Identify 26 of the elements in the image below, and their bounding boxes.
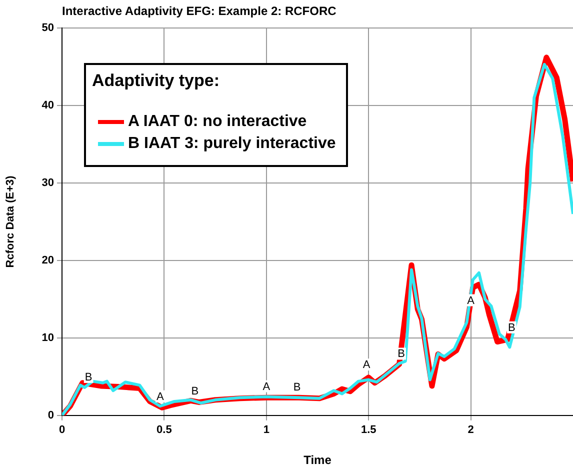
x-tick-label: 0.5	[156, 424, 172, 436]
x-tick-label: 0	[58, 424, 66, 436]
x-tick-label: 1	[263, 424, 270, 436]
x-tick-label: 2	[468, 424, 474, 436]
chart-title: Interactive Adaptivity EFG: Example 2: RCFORC	[62, 4, 336, 18]
annotation: B	[508, 322, 516, 334]
annotation: B	[293, 382, 301, 394]
annotation: A	[262, 380, 271, 393]
annotation: B	[191, 385, 199, 398]
annotation: A	[362, 359, 371, 372]
y-tick-label: 0	[48, 409, 54, 422]
legend-label: B IAAT 3: purely interactive	[128, 135, 336, 152]
annotation: B	[84, 371, 92, 384]
annotation: A	[156, 390, 164, 403]
y-tick-label: 30	[42, 176, 54, 189]
annotation: B	[398, 348, 405, 360]
x-tick-label: 1.5	[360, 424, 376, 436]
y-tick-label: 20	[42, 254, 54, 266]
legend-label: A IAAT 0: no interactive	[128, 113, 307, 130]
y-tick-label: 40	[42, 100, 54, 112]
x-axis-title: Time	[304, 453, 332, 468]
y-axis-title: Rcforc Data (E+3)	[4, 175, 17, 268]
y-tick-label: 10	[42, 332, 54, 344]
legend-title: Adaptivity type:	[92, 71, 221, 91]
y-tick-label: 50	[42, 22, 54, 34]
annotation: A	[467, 294, 476, 307]
